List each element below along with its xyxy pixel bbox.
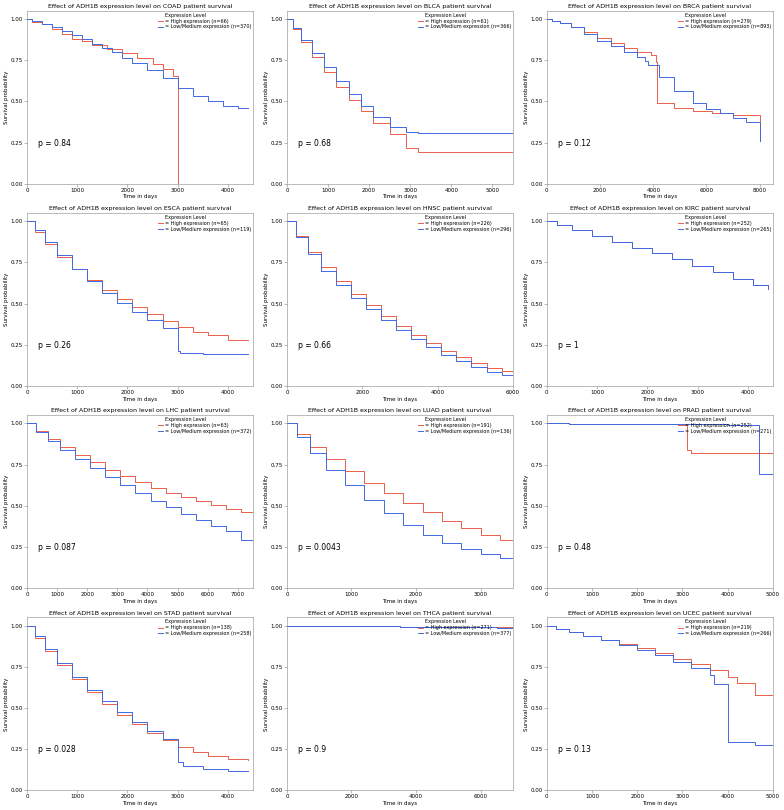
Title: Effect of ADH1B expression level on LHC patient survival: Effect of ADH1B expression level on LHC …: [51, 408, 230, 413]
Y-axis label: Survival probability: Survival probability: [4, 677, 9, 731]
Text: p = 0.028: p = 0.028: [38, 745, 76, 754]
Title: Effect of ADH1B expression level on ESCA patient survival: Effect of ADH1B expression level on ESCA…: [49, 207, 231, 211]
Title: Effect of ADH1B expression level on KIRC patient survival: Effect of ADH1B expression level on KIRC…: [570, 207, 750, 211]
Legend: Expression Level, = High expression (n=226), = Low/Medium expression (n=296): Expression Level, = High expression (n=2…: [417, 214, 512, 232]
Legend: Expression Level, = High expression (n=61), = Low/Medium expression (n=366): Expression Level, = High expression (n=6…: [417, 12, 512, 30]
Title: Effect of ADH1B expression level on STAD patient survival: Effect of ADH1B expression level on STAD…: [49, 611, 231, 616]
Legend: Expression Level, = High expression (n=252), = Low/Medium expression (n=265): Expression Level, = High expression (n=2…: [677, 214, 772, 232]
Title: Effect of ADH1B expression level on HNSC patient survival: Effect of ADH1B expression level on HNSC…: [308, 207, 492, 211]
Text: p = 0.48: p = 0.48: [558, 543, 591, 552]
Y-axis label: Survival probability: Survival probability: [524, 677, 529, 731]
Y-axis label: Survival probability: Survival probability: [524, 70, 529, 124]
Y-axis label: Survival probability: Survival probability: [264, 273, 269, 326]
Text: p = 0.66: p = 0.66: [298, 341, 331, 350]
Legend: Expression Level, = High expression (n=252), = Low/Medium expression (n=271): Expression Level, = High expression (n=2…: [677, 416, 772, 435]
Text: p = 0.0043: p = 0.0043: [298, 543, 341, 552]
X-axis label: Time in days: Time in days: [642, 194, 677, 199]
X-axis label: Time in days: Time in days: [122, 194, 158, 199]
Y-axis label: Survival probability: Survival probability: [264, 70, 269, 124]
Text: p = 0.26: p = 0.26: [38, 341, 71, 350]
Title: Effect of ADH1B expression level on BRCA patient survival: Effect of ADH1B expression level on BRCA…: [568, 4, 751, 9]
Y-axis label: Survival probability: Survival probability: [524, 475, 529, 528]
Legend: Expression Level, = High expression (n=271), = Low/Medium expression (n=377): Expression Level, = High expression (n=2…: [417, 618, 512, 637]
Y-axis label: Survival probability: Survival probability: [4, 70, 9, 124]
X-axis label: Time in days: Time in days: [642, 397, 677, 402]
X-axis label: Time in days: Time in days: [122, 801, 158, 806]
Legend: Expression Level, = High expression (n=138), = Low/Medium expression (n=258): Expression Level, = High expression (n=1…: [158, 618, 252, 637]
Text: p = 0.13: p = 0.13: [558, 745, 591, 754]
Title: Effect of ADH1B expression level on UCEC patient survival: Effect of ADH1B expression level on UCEC…: [568, 611, 752, 616]
Legend: Expression Level, = High expression (n=279), = Low/Medium expression (n=893): Expression Level, = High expression (n=2…: [677, 12, 772, 30]
X-axis label: Time in days: Time in days: [383, 801, 417, 806]
Y-axis label: Survival probability: Survival probability: [264, 475, 269, 528]
Legend: Expression Level, = High expression (n=191), = Low/Medium expression (n=136): Expression Level, = High expression (n=1…: [417, 416, 512, 435]
Text: p = 0.68: p = 0.68: [298, 139, 331, 147]
X-axis label: Time in days: Time in days: [383, 599, 417, 603]
Text: p = 0.12: p = 0.12: [558, 139, 591, 147]
Legend: Expression Level, = High expression (n=219), = Low/Medium expression (n=266): Expression Level, = High expression (n=2…: [677, 618, 772, 637]
Y-axis label: Survival probability: Survival probability: [4, 475, 9, 528]
X-axis label: Time in days: Time in days: [642, 801, 677, 806]
X-axis label: Time in days: Time in days: [383, 397, 417, 402]
Title: Effect of ADH1B expression level on BLCA patient survival: Effect of ADH1B expression level on BLCA…: [309, 4, 491, 9]
X-axis label: Time in days: Time in days: [122, 599, 158, 603]
Text: p = 0.84: p = 0.84: [38, 139, 71, 147]
Title: Effect of ADH1B expression level on COAD patient survival: Effect of ADH1B expression level on COAD…: [48, 4, 232, 9]
X-axis label: Time in days: Time in days: [383, 194, 417, 199]
Text: p = 0.087: p = 0.087: [38, 543, 76, 552]
Legend: Expression Level, = High expression (n=63), = Low/Medium expression (n=372): Expression Level, = High expression (n=6…: [158, 416, 252, 435]
Y-axis label: Survival probability: Survival probability: [524, 273, 529, 326]
Title: Effect of ADH1B expression level on THCA patient survival: Effect of ADH1B expression level on THCA…: [308, 611, 492, 616]
X-axis label: Time in days: Time in days: [642, 599, 677, 603]
Legend: Expression Level, = High expression (n=65), = Low/Medium expression (n=119): Expression Level, = High expression (n=6…: [158, 214, 252, 232]
Y-axis label: Survival probability: Survival probability: [4, 273, 9, 326]
Title: Effect of ADH1B expression level on PRAD patient survival: Effect of ADH1B expression level on PRAD…: [568, 408, 751, 413]
Text: p = 0.9: p = 0.9: [298, 745, 326, 754]
Text: p = 1: p = 1: [558, 341, 579, 350]
Title: Effect of ADH1B expression level on LUAD patient survival: Effect of ADH1B expression level on LUAD…: [308, 408, 492, 413]
Y-axis label: Survival probability: Survival probability: [264, 677, 269, 731]
X-axis label: Time in days: Time in days: [122, 397, 158, 402]
Legend: Expression Level, = High expression (n=66), = Low/Medium expression (n=370): Expression Level, = High expression (n=6…: [158, 12, 252, 30]
